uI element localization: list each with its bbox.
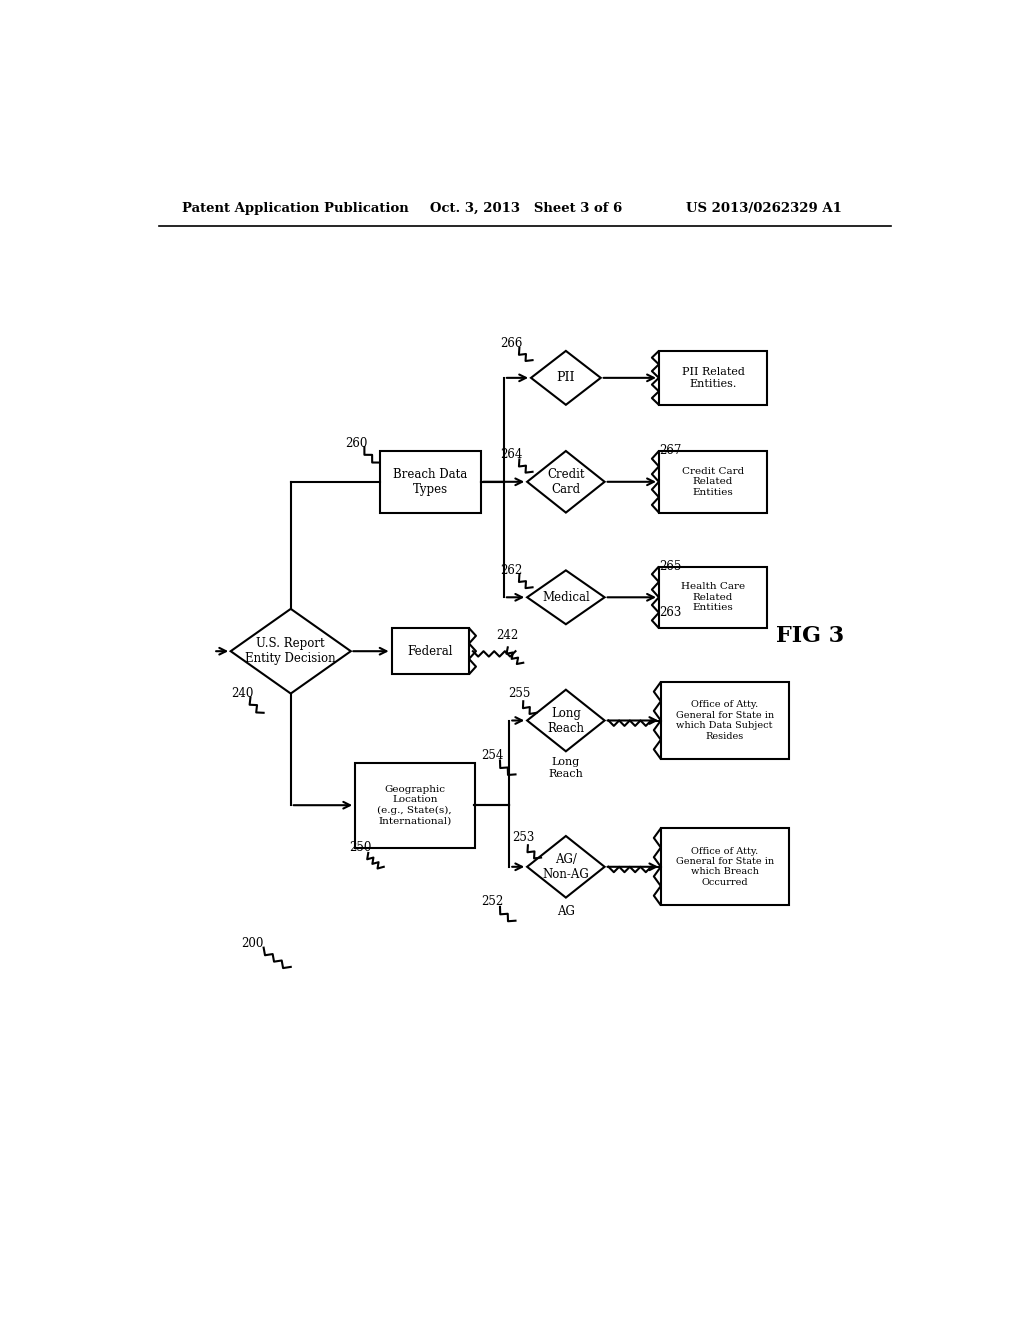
Polygon shape — [527, 689, 604, 751]
Text: 255: 255 — [508, 686, 530, 700]
Text: US 2013/0262329 A1: US 2013/0262329 A1 — [686, 202, 842, 215]
Text: 254: 254 — [481, 748, 504, 762]
Polygon shape — [230, 609, 351, 693]
Text: 265: 265 — [659, 560, 682, 573]
Text: AG/
Non-AG: AG/ Non-AG — [543, 853, 589, 880]
Text: PII Related
Entities.: PII Related Entities. — [682, 367, 744, 388]
FancyBboxPatch shape — [660, 682, 788, 759]
Text: U.S. Report
Entity Decision: U.S. Report Entity Decision — [246, 638, 336, 665]
Text: Medical: Medical — [542, 591, 590, 603]
Text: Credit
Card: Credit Card — [547, 467, 585, 496]
Text: Office of Atty.
General for State in
which Breach
Occurred: Office of Atty. General for State in whi… — [676, 846, 774, 887]
Text: 264: 264 — [501, 449, 523, 462]
Text: Long
Reach: Long Reach — [549, 758, 584, 779]
Polygon shape — [531, 351, 601, 405]
FancyBboxPatch shape — [658, 351, 767, 405]
FancyBboxPatch shape — [658, 566, 767, 628]
Text: 252: 252 — [481, 895, 504, 908]
Text: 200: 200 — [241, 937, 263, 950]
Text: 253: 253 — [512, 832, 535, 843]
Polygon shape — [527, 836, 604, 898]
Text: 240: 240 — [231, 686, 254, 700]
FancyBboxPatch shape — [658, 451, 767, 512]
Text: 242: 242 — [497, 630, 519, 643]
Text: 267: 267 — [659, 445, 682, 458]
Text: Federal: Federal — [408, 644, 453, 657]
Text: AG: AG — [557, 906, 574, 917]
Polygon shape — [527, 451, 604, 512]
Text: Geographic
Location
(e.g., State(s),
International): Geographic Location (e.g., State(s), Int… — [378, 785, 452, 825]
Text: 266: 266 — [501, 337, 523, 350]
Text: 263: 263 — [659, 606, 682, 619]
Text: PII: PII — [557, 371, 575, 384]
Text: 250: 250 — [349, 841, 372, 854]
Text: Credit Card
Related
Entities: Credit Card Related Entities — [682, 467, 744, 496]
Text: Patent Application Publication: Patent Application Publication — [182, 202, 409, 215]
FancyBboxPatch shape — [391, 628, 469, 675]
FancyBboxPatch shape — [354, 763, 475, 847]
Text: 262: 262 — [501, 564, 522, 577]
Text: Long
Reach: Long Reach — [548, 706, 585, 734]
Text: Office of Atty.
General for State in
which Data Subject
Resides: Office of Atty. General for State in whi… — [676, 701, 774, 741]
Polygon shape — [527, 570, 604, 624]
Text: Health Care
Related
Entities: Health Care Related Entities — [681, 582, 745, 612]
FancyBboxPatch shape — [380, 451, 480, 512]
Text: Breach Data
Types: Breach Data Types — [393, 467, 467, 496]
Text: FIG 3: FIG 3 — [776, 624, 844, 647]
FancyBboxPatch shape — [660, 829, 788, 906]
Text: Oct. 3, 2013   Sheet 3 of 6: Oct. 3, 2013 Sheet 3 of 6 — [430, 202, 623, 215]
Text: 260: 260 — [345, 437, 368, 450]
